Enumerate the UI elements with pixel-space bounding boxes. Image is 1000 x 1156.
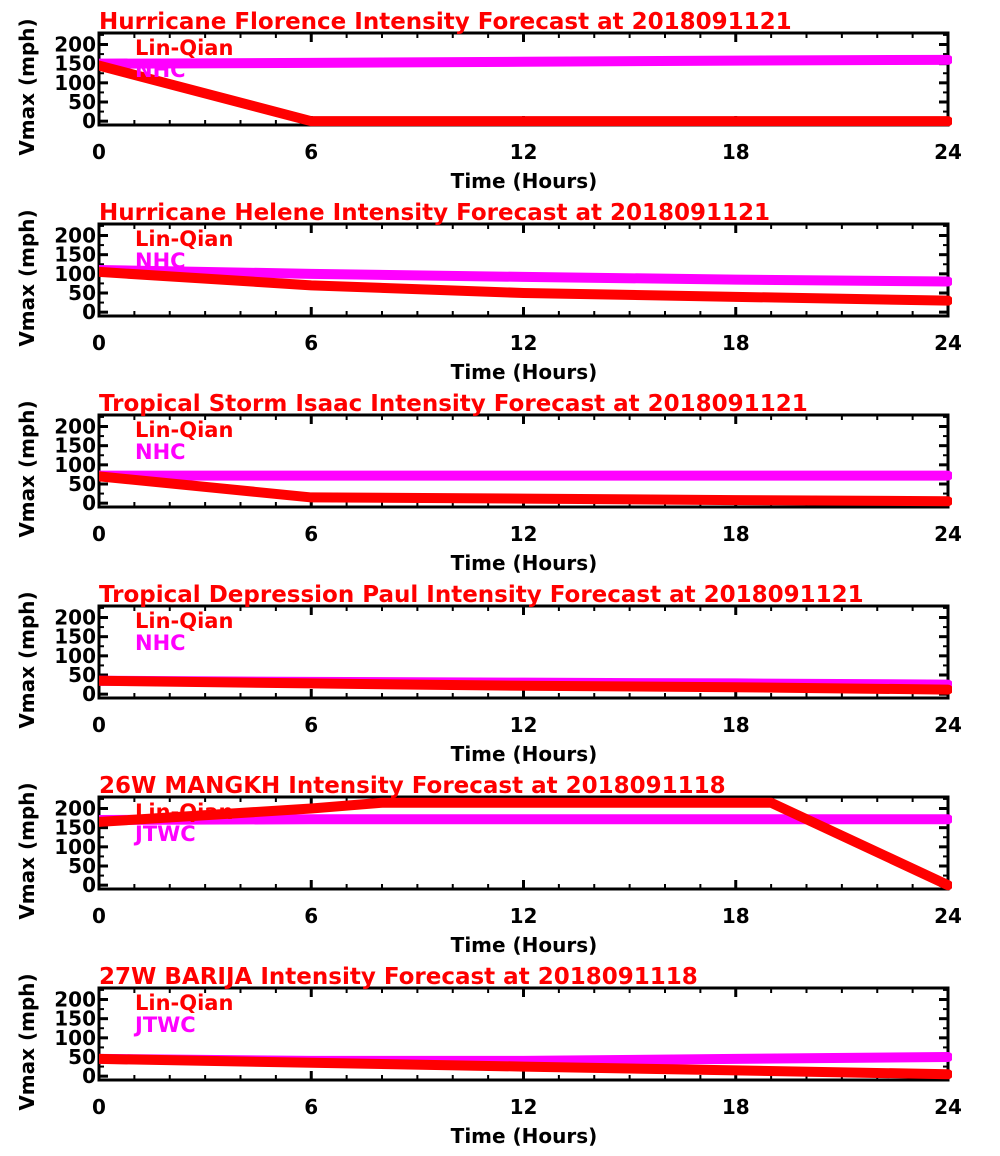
chart-title: Tropical Depression Paul Intensity Forec…: [99, 582, 864, 608]
legend-entry-jtwc: JTWC: [133, 822, 196, 846]
y-tick-label: 200: [54, 797, 96, 821]
chart-title: Hurricane Helene Intensity Forecast at 2…: [99, 200, 770, 226]
x-tick-label: 18: [722, 713, 750, 737]
x-axis-label: Time (Hours): [451, 551, 598, 575]
x-tick-label: 18: [722, 331, 750, 355]
x-tick-label: 6: [304, 904, 318, 928]
x-tick-label: 24: [934, 331, 962, 355]
legend-entry-nhc: NHC: [135, 249, 186, 273]
legend-entry-lin-qian: Lin-Qian: [135, 991, 233, 1015]
series-line-nhc: [99, 60, 948, 64]
x-axis-label: Time (Hours): [451, 169, 598, 193]
x-tick-label: 12: [510, 1095, 538, 1119]
x-tick-label: 24: [934, 522, 962, 546]
y-tick-label: 200: [54, 988, 96, 1012]
legend-entry-nhc: NHC: [135, 631, 186, 655]
legend-entry-lin-qian: Lin-Qian: [135, 800, 233, 824]
y-axis-label: Vmax (mph): [15, 591, 39, 728]
x-tick-label: 0: [92, 331, 106, 355]
legend-entry-lin-qian: Lin-Qian: [135, 418, 233, 442]
x-tick-label: 0: [92, 522, 106, 546]
x-tick-label: 0: [92, 1095, 106, 1119]
x-tick-label: 12: [510, 904, 538, 928]
x-tick-label: 18: [722, 904, 750, 928]
x-axis-label: Time (Hours): [451, 933, 598, 957]
y-axis-label: Vmax (mph): [15, 973, 39, 1110]
x-tick-label: 6: [304, 713, 318, 737]
x-tick-label: 12: [510, 331, 538, 355]
x-tick-label: 12: [510, 140, 538, 164]
chart-title: 26W MANGKH Intensity Forecast at 2018091…: [99, 773, 726, 799]
x-tick-label: 24: [934, 713, 962, 737]
legend-entry-jtwc: JTWC: [133, 1013, 196, 1037]
y-axis-label: Vmax (mph): [15, 400, 39, 537]
chart-title: Tropical Storm Isaac Intensity Forecast …: [99, 391, 808, 417]
x-tick-label: 6: [304, 1095, 318, 1119]
y-axis-label: Vmax (mph): [15, 782, 39, 919]
x-tick-label: 0: [92, 140, 106, 164]
series-line-lin-qian: [99, 66, 948, 122]
chart-title: Hurricane Florence Intensity Forecast at…: [99, 9, 792, 35]
x-tick-label: 12: [510, 522, 538, 546]
x-tick-label: 12: [510, 713, 538, 737]
y-axis-label: Vmax (mph): [15, 209, 39, 346]
x-tick-label: 24: [934, 1095, 962, 1119]
y-axis-label: Vmax (mph): [15, 18, 39, 155]
x-tick-label: 18: [722, 1095, 750, 1119]
x-tick-label: 24: [934, 904, 962, 928]
x-tick-label: 24: [934, 140, 962, 164]
legend-entry-lin-qian: Lin-Qian: [135, 36, 233, 60]
y-tick-label: 200: [54, 33, 96, 57]
x-axis-label: Time (Hours): [451, 742, 598, 766]
y-tick-label: 200: [54, 606, 96, 630]
x-tick-label: 6: [304, 331, 318, 355]
chart-title: 27W BARIJA Intensity Forecast at 2018091…: [99, 964, 698, 990]
x-tick-label: 18: [722, 140, 750, 164]
y-tick-label: 200: [54, 415, 96, 439]
x-tick-label: 18: [722, 522, 750, 546]
legend-entry-lin-qian: Lin-Qian: [135, 227, 233, 251]
x-tick-label: 6: [304, 140, 318, 164]
x-tick-label: 0: [92, 904, 106, 928]
x-axis-label: Time (Hours): [451, 360, 598, 384]
x-tick-label: 6: [304, 522, 318, 546]
legend-entry-lin-qian: Lin-Qian: [135, 609, 233, 633]
legend-entry-nhc: NHC: [135, 58, 186, 82]
x-tick-label: 0: [92, 713, 106, 737]
legend-entry-nhc: NHC: [135, 440, 186, 464]
y-tick-label: 200: [54, 224, 96, 248]
x-axis-label: Time (Hours): [451, 1124, 598, 1148]
